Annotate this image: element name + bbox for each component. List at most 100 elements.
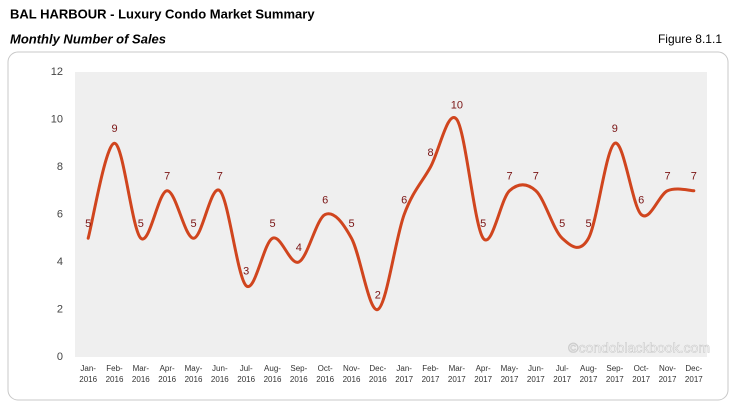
data-label: 5 xyxy=(480,218,486,230)
data-label: 5 xyxy=(348,218,354,230)
x-tick-label-line: Aug- xyxy=(580,364,597,373)
x-tick-label-line: Mar- xyxy=(449,364,466,373)
chart-title: BAL HARBOUR - Luxury Condo Market Summar… xyxy=(10,6,315,21)
x-tick-label-line: Feb- xyxy=(422,364,439,373)
x-tick-label: Dec- 2016 xyxy=(369,364,387,384)
x-tick-label: Jun- 2017 xyxy=(527,364,545,384)
data-label: 9 xyxy=(612,123,618,135)
x-tick-label-line: Jan- xyxy=(396,364,412,373)
x-tick-label: Apr- 2017 xyxy=(474,364,492,384)
x-tick-label-line: 2016 xyxy=(343,375,361,384)
y-tick-label: 10 xyxy=(51,113,63,125)
x-tick-label-line: Jun- xyxy=(212,364,228,373)
y-tick-label: 6 xyxy=(57,208,63,220)
x-tick-label-line: 2016 xyxy=(290,375,308,384)
x-tick-label-line: 2016 xyxy=(237,375,255,384)
data-label: 6 xyxy=(401,194,407,206)
x-tick-label: May- 2016 xyxy=(185,364,203,384)
data-label: 7 xyxy=(664,171,670,183)
data-label: 7 xyxy=(506,171,512,183)
x-tick-label-line: Jul- xyxy=(556,364,569,373)
data-label: 5 xyxy=(190,218,196,230)
y-tick-label: 8 xyxy=(57,161,63,173)
data-label: 10 xyxy=(451,99,463,111)
x-tick-label: Aug- 2017 xyxy=(580,364,598,384)
data-label: 3 xyxy=(243,266,249,278)
data-label: 5 xyxy=(85,218,91,230)
x-tick-label-line: Nov- xyxy=(659,364,676,373)
x-tick-label-line: 2016 xyxy=(158,375,176,384)
x-tick-label-line: 2017 xyxy=(395,375,413,384)
x-tick-label-line: 2016 xyxy=(369,375,387,384)
data-label: 5 xyxy=(559,218,565,230)
data-label: 5 xyxy=(585,218,591,230)
data-label: 2 xyxy=(375,289,381,301)
x-tick-label: Feb- 2017 xyxy=(422,364,440,384)
x-tick-label-line: 2017 xyxy=(685,375,703,384)
x-tick-label-line: 2016 xyxy=(185,375,203,384)
x-tick-label-line: 2016 xyxy=(132,375,150,384)
x-tick-label-line: 2016 xyxy=(106,375,124,384)
x-tick-label-line: Aug- xyxy=(264,364,281,373)
x-tick-label: Sep- 2017 xyxy=(606,364,624,384)
data-label: 8 xyxy=(427,147,433,159)
x-tick-label-line: 2017 xyxy=(659,375,677,384)
data-label: 6 xyxy=(638,194,644,206)
x-tick-label-line: Nov- xyxy=(343,364,360,373)
chart-subtitle: Monthly Number of Sales xyxy=(10,31,166,46)
x-tick-label-line: 2017 xyxy=(606,375,624,384)
x-tick-label: Mar- 2016 xyxy=(132,364,150,384)
data-label: 7 xyxy=(533,171,539,183)
x-tick-label-line: 2016 xyxy=(316,375,334,384)
x-tick-label: Oct- 2016 xyxy=(316,364,334,384)
data-label: 7 xyxy=(217,171,223,183)
plot-area xyxy=(75,72,707,357)
x-tick-label: Jan- 2016 xyxy=(79,364,97,384)
x-tick-label-line: 2017 xyxy=(527,375,545,384)
x-tick-label: Feb- 2016 xyxy=(106,364,124,384)
x-tick-label-line: Mar- xyxy=(133,364,150,373)
data-label: 5 xyxy=(269,218,275,230)
y-tick-label: 0 xyxy=(57,351,63,363)
x-tick-label-line: 2017 xyxy=(422,375,440,384)
x-tick-label-line: Jan- xyxy=(80,364,96,373)
x-tick-label: Jul- 2017 xyxy=(553,364,571,384)
y-tick-label: 2 xyxy=(57,303,63,315)
x-tick-label-line: 2017 xyxy=(501,375,519,384)
x-tick-label-line: Apr- xyxy=(160,364,175,373)
x-tick-label: Mar- 2017 xyxy=(448,364,466,384)
x-tick-label: Nov- 2016 xyxy=(343,364,361,384)
data-label: 5 xyxy=(138,218,144,230)
x-tick-label: Dec- 2017 xyxy=(685,364,703,384)
x-tick-label-line: 2017 xyxy=(474,375,492,384)
y-tick-label: 12 xyxy=(51,66,63,78)
x-tick-label-line: 2017 xyxy=(632,375,650,384)
x-tick-label-line: 2017 xyxy=(448,375,466,384)
x-tick-label-line: May- xyxy=(185,364,203,373)
x-tick-label: Sep- 2016 xyxy=(290,364,308,384)
data-label: 6 xyxy=(322,194,328,206)
x-tick-label-line: 2016 xyxy=(211,375,229,384)
x-tick-label-line: Jun- xyxy=(528,364,544,373)
x-tick-label-line: Feb- xyxy=(106,364,123,373)
x-tick-label: Jan- 2017 xyxy=(395,364,413,384)
figure-label: Figure 8.1.1 xyxy=(658,32,722,46)
x-tick-label-line: Sep- xyxy=(290,364,307,373)
x-tick-label-line: Oct- xyxy=(634,364,649,373)
line xyxy=(86,115,696,312)
data-label: 7 xyxy=(164,171,170,183)
x-tick-label-line: Jul- xyxy=(240,364,253,373)
x-tick-label-line: 2016 xyxy=(79,375,97,384)
x-tick-label: Jul- 2016 xyxy=(237,364,255,384)
x-tick-label-line: 2017 xyxy=(553,375,571,384)
data-label: 7 xyxy=(691,171,697,183)
y-tick-label: 4 xyxy=(57,256,63,268)
x-tick-label: Nov- 2017 xyxy=(659,364,677,384)
x-tick-label: Jun- 2016 xyxy=(211,364,229,384)
data-label: 9 xyxy=(111,123,117,135)
data-label: 4 xyxy=(296,242,302,254)
x-tick-label: Apr- 2016 xyxy=(158,364,176,384)
x-tick-label: May- 2017 xyxy=(501,364,519,384)
x-tick-label-line: 2017 xyxy=(580,375,598,384)
